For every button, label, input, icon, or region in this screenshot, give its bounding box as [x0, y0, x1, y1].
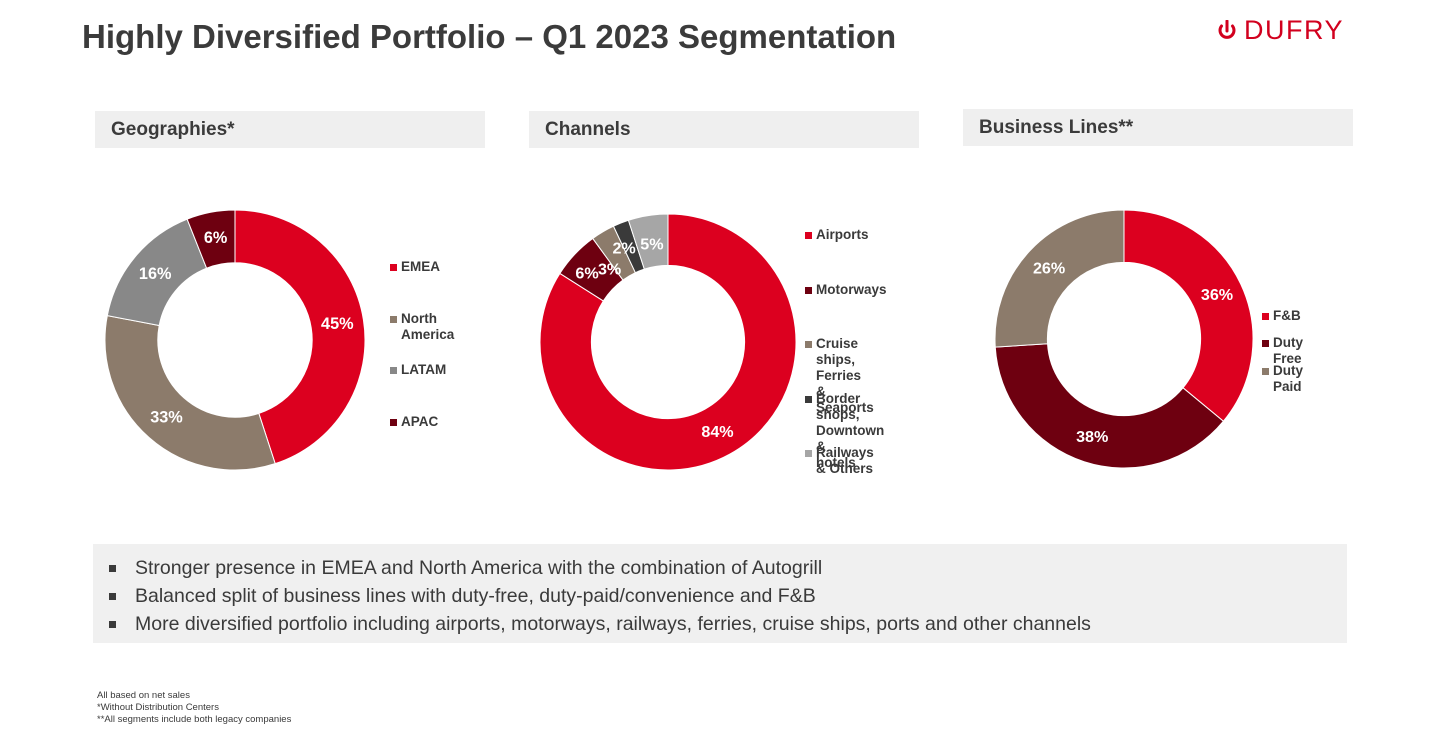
slice-label-border-downtown-hotels: 2%	[612, 239, 635, 257]
legend-swatch	[390, 419, 397, 426]
footnote: All based on net sales	[97, 690, 190, 701]
slice-railways-others	[627, 213, 669, 270]
legend-label: Railways & Others	[816, 445, 874, 476]
geographies-header: Geographies*	[95, 111, 485, 148]
key-point: Stronger presence in EMEA and North Amer…	[109, 554, 1347, 582]
legend-item-airports: Airports	[805, 227, 869, 243]
legend-swatch	[805, 232, 812, 239]
legend-item-emea: EMEA	[390, 259, 440, 275]
legend-swatch	[390, 264, 397, 271]
key-points-box: Stronger presence in EMEA and North Amer…	[93, 544, 1347, 643]
legend-label: F&B	[1273, 308, 1301, 323]
slice-airports	[539, 213, 797, 471]
legend-swatch	[1262, 313, 1269, 320]
slice-label-airports: 84%	[701, 423, 733, 441]
legend-label: EMEA	[401, 259, 441, 274]
slice-label-north-america: 33%	[150, 409, 183, 427]
slice-label-duty-paid: 26%	[1033, 260, 1065, 278]
legend-swatch	[390, 367, 397, 374]
legend-swatch	[805, 341, 812, 348]
legend-swatch	[1262, 340, 1269, 347]
slice-north-america	[104, 315, 276, 471]
legend-swatch	[805, 287, 812, 294]
legend-item-motorways: Motorways	[805, 282, 887, 298]
key-point: Balanced split of business lines with du…	[109, 582, 1347, 610]
channels-donut-chart: 84% 6% 3% 2% 5%	[539, 213, 797, 471]
slice-duty-paid	[994, 209, 1125, 348]
key-point-text: More diversified portfolio including air…	[135, 612, 1091, 635]
legend-label: Motorways	[816, 282, 887, 297]
bullet-icon	[109, 592, 116, 600]
slice-label-railways-others: 5%	[640, 235, 663, 253]
dufry-logo-icon	[1218, 20, 1236, 39]
legend-label: North America	[401, 311, 455, 342]
legend-label: Airports	[816, 227, 869, 242]
slice-label-emea: 45%	[321, 315, 354, 333]
page-title: Highly Diversified Portfolio – Q1 2023 S…	[82, 18, 897, 55]
legend-swatch	[805, 396, 812, 403]
slice-fnb	[1123, 209, 1254, 422]
legend-label: LATAM	[401, 362, 447, 377]
legend-label: Cruise ships, Ferries & Seaports	[816, 336, 874, 415]
footnote: **All segments include both legacy compa…	[97, 714, 292, 725]
slice-label-apac: 6%	[204, 229, 228, 247]
dufry-logo: DUFRY	[1218, 14, 1344, 46]
geographies-donut-chart: 45% 33% 16% 6%	[104, 209, 366, 471]
legend-swatch	[1262, 368, 1269, 375]
legend-label: Border shops, Downtown & hotels	[816, 391, 885, 470]
legend-item-cruise-ferries-seaports: Cruise ships, Ferries & Seaports	[805, 336, 874, 416]
legend-swatch	[390, 316, 397, 323]
slice-label-cruise-ferries-seaports: 3%	[598, 261, 621, 279]
legend-label: Duty Free	[1273, 335, 1303, 366]
key-point-text: Stronger presence in EMEA and North Amer…	[135, 556, 823, 579]
legend-item-apac: APAC	[390, 414, 438, 430]
footnotes: All based on net sales *Without Distribu…	[97, 690, 291, 726]
logo-text: DUFRY	[1244, 15, 1345, 45]
legend-item-north-america: North America	[390, 311, 454, 343]
slice-label-fnb: 36%	[1201, 286, 1233, 304]
key-point-text: Balanced split of business lines with du…	[135, 584, 816, 607]
slice-label-duty-free: 38%	[1076, 428, 1108, 446]
bullet-icon	[109, 564, 116, 572]
slice-label-latam: 16%	[139, 265, 172, 283]
slice-duty-free	[994, 343, 1225, 469]
business-lines-header: Business Lines**	[963, 109, 1353, 146]
legend-label: APAC	[401, 414, 439, 429]
legend-item-railways-others: Railways & Others	[805, 445, 874, 477]
legend-item-duty-paid: Duty Paid	[1262, 363, 1303, 395]
legend-label: Duty Paid	[1273, 363, 1303, 394]
slice-apac	[186, 209, 236, 269]
slice-label-motorways: 6%	[575, 265, 598, 283]
channels-header: Channels	[529, 111, 919, 148]
legend-item-duty-free: Duty Free	[1262, 335, 1303, 367]
bullet-icon	[109, 620, 116, 628]
footnote: *Without Distribution Centers	[97, 702, 219, 713]
key-point: More diversified portfolio including air…	[109, 610, 1347, 638]
legend-item-fnb: F&B	[1262, 308, 1301, 324]
legend-item-latam: LATAM	[390, 362, 446, 378]
legend-swatch	[805, 450, 812, 457]
legend-item-border-downtown-hotels: Border shops, Downtown & hotels	[805, 391, 884, 471]
slice-emea	[234, 209, 366, 465]
business-lines-donut-chart: 36% 38% 26%	[994, 209, 1254, 469]
